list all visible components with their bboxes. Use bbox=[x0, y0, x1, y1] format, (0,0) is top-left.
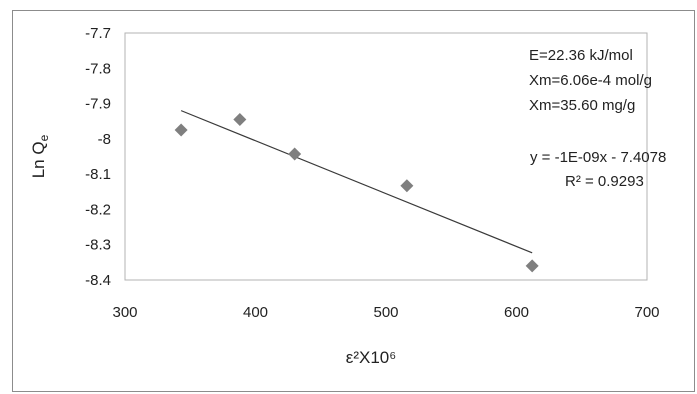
y-tick-label: -8 bbox=[98, 131, 111, 148]
y-tick-label: -7.8 bbox=[85, 60, 111, 77]
y-axis-title: Ln Qe bbox=[29, 134, 51, 178]
y-tick-label: -8.4 bbox=[85, 272, 111, 289]
annotation-equation: y = -1E-09x - 7.4078 bbox=[530, 149, 666, 166]
data-point-marker bbox=[174, 123, 188, 137]
x-tick-label: 300 bbox=[112, 304, 137, 321]
annotation-r-squared: R² = 0.9293 bbox=[565, 173, 644, 190]
x-axis: 300 400 500 600 700 bbox=[112, 304, 659, 321]
annotation-xm-mol: Xm=6.06e-4 mol/g bbox=[529, 72, 652, 89]
y-tick-label: -7.9 bbox=[85, 96, 111, 113]
data-point-marker bbox=[288, 147, 302, 161]
y-tick-label: -7.7 bbox=[85, 25, 111, 42]
trendline-layer bbox=[180, 110, 533, 254]
y-tick-label: -8.2 bbox=[85, 201, 111, 218]
y-axis-title-main: Ln Q bbox=[29, 141, 48, 178]
x-tick-label: 600 bbox=[504, 304, 529, 321]
annotation-box: E=22.36 kJ/mol Xm=6.06e-4 mol/g Xm=35.60… bbox=[529, 47, 666, 190]
annotation-xm-mg: Xm=35.60 mg/g bbox=[529, 97, 635, 114]
y-tick-label: -8.1 bbox=[85, 166, 111, 183]
trendline bbox=[180, 110, 533, 254]
x-axis-title: ε²X10⁶ bbox=[346, 348, 397, 367]
data-points bbox=[174, 112, 539, 273]
y-axis: -7.7 -7.8 -7.9 -8 -8.1 -8.2 -8.3 -8.4 bbox=[85, 25, 111, 289]
data-point-marker bbox=[400, 179, 414, 193]
data-point-marker bbox=[233, 112, 247, 126]
x-tick-label: 700 bbox=[634, 304, 659, 321]
data-point-marker bbox=[525, 259, 539, 273]
y-tick-label: -8.3 bbox=[85, 237, 111, 254]
x-tick-label: 400 bbox=[243, 304, 268, 321]
plot-area bbox=[124, 32, 648, 281]
annotation-energy: E=22.36 kJ/mol bbox=[529, 47, 633, 64]
y-axis-title-subscript: e bbox=[37, 134, 51, 141]
x-tick-label: 500 bbox=[373, 304, 398, 321]
plot-background bbox=[124, 32, 648, 281]
